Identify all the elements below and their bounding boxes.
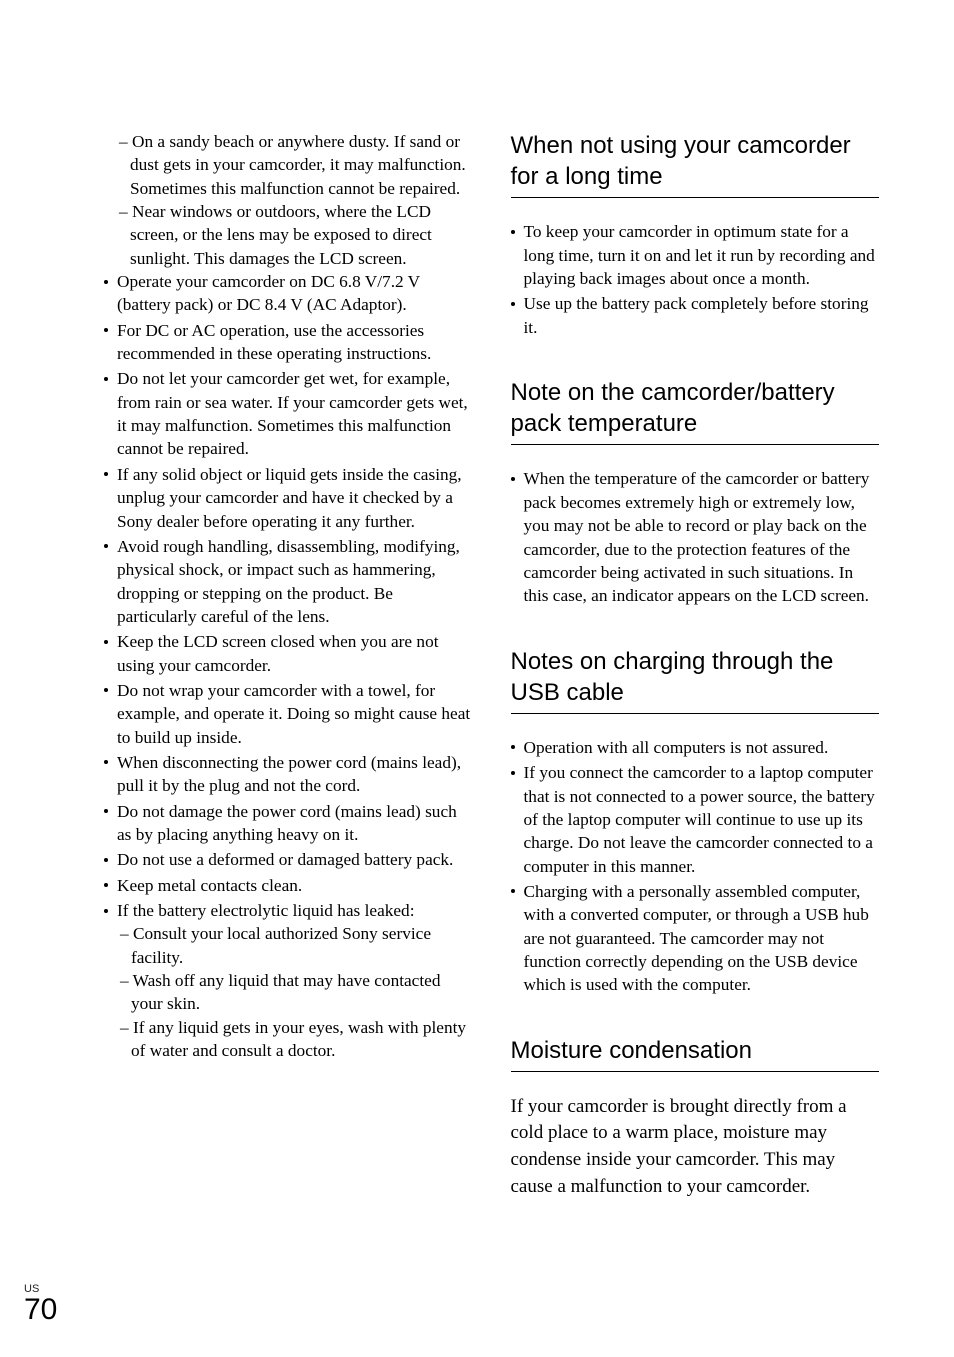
list-item: Operation with all computers is not assu… bbox=[511, 736, 880, 759]
list-item-text: If the battery electrolytic liquid has l… bbox=[117, 901, 415, 920]
list-item: For DC or AC operation, use the accessor… bbox=[104, 319, 473, 366]
list-item: Do not use a deformed or damaged battery… bbox=[104, 848, 473, 871]
list-item: When disconnecting the power cord (mains… bbox=[104, 751, 473, 798]
bullet-list: Operate your camcorder on DC 6.8 V/7.2 V… bbox=[104, 270, 473, 1062]
page-footer: US 70 bbox=[24, 1284, 57, 1325]
list-item: Do not let your camcorder get wet, for e… bbox=[104, 367, 473, 460]
page-number: 70 bbox=[24, 1295, 57, 1325]
page-body: – On a sandy beach or anywhere dusty. If… bbox=[0, 0, 954, 1240]
heading-usb-charging: Notes on charging through the USB cable bbox=[511, 646, 880, 714]
moisture-paragraph: If your camcorder is brought directly fr… bbox=[511, 1094, 880, 1200]
list-item: Do not damage the power cord (mains lead… bbox=[104, 800, 473, 847]
list-item: If any solid object or liquid gets insid… bbox=[104, 463, 473, 533]
sub-item: – Wash off any liquid that may have cont… bbox=[117, 969, 473, 1016]
heading-not-using: When not using your camcorder for a long… bbox=[511, 130, 880, 198]
list-item: Do not wrap your camcorder with a towel,… bbox=[104, 679, 473, 749]
list-item: Keep the LCD screen closed when you are … bbox=[104, 630, 473, 677]
list-item: When the temperature of the camcorder or… bbox=[511, 467, 880, 607]
list-item: Avoid rough handling, disassembling, mod… bbox=[104, 535, 473, 628]
left-column: – On a sandy beach or anywhere dusty. If… bbox=[104, 130, 473, 1200]
right-column: When not using your camcorder for a long… bbox=[511, 130, 880, 1200]
list-item: If you connect the camcorder to a laptop… bbox=[511, 761, 880, 878]
list-item: Use up the battery pack completely befor… bbox=[511, 292, 880, 339]
list-item: If the battery electrolytic liquid has l… bbox=[104, 899, 473, 1062]
sub-item: – Consult your local authorized Sony ser… bbox=[117, 922, 473, 969]
bullet-list: Operation with all computers is not assu… bbox=[511, 736, 880, 997]
heading-moisture: Moisture condensation bbox=[511, 1035, 880, 1072]
list-item: Charging with a personally assembled com… bbox=[511, 880, 880, 997]
bullet-list: To keep your camcorder in optimum state … bbox=[511, 220, 880, 339]
list-item: Operate your camcorder on DC 6.8 V/7.2 V… bbox=[104, 270, 473, 317]
list-item: Keep metal contacts clean. bbox=[104, 874, 473, 897]
sub-item: – On a sandy beach or anywhere dusty. If… bbox=[104, 130, 473, 200]
list-item: To keep your camcorder in optimum state … bbox=[511, 220, 880, 290]
bullet-list: When the temperature of the camcorder or… bbox=[511, 467, 880, 607]
heading-temperature: Note on the camcorder/battery pack tempe… bbox=[511, 377, 880, 445]
sub-item: – Near windows or outdoors, where the LC… bbox=[104, 200, 473, 270]
sub-item: – If any liquid gets in your eyes, wash … bbox=[117, 1016, 473, 1063]
